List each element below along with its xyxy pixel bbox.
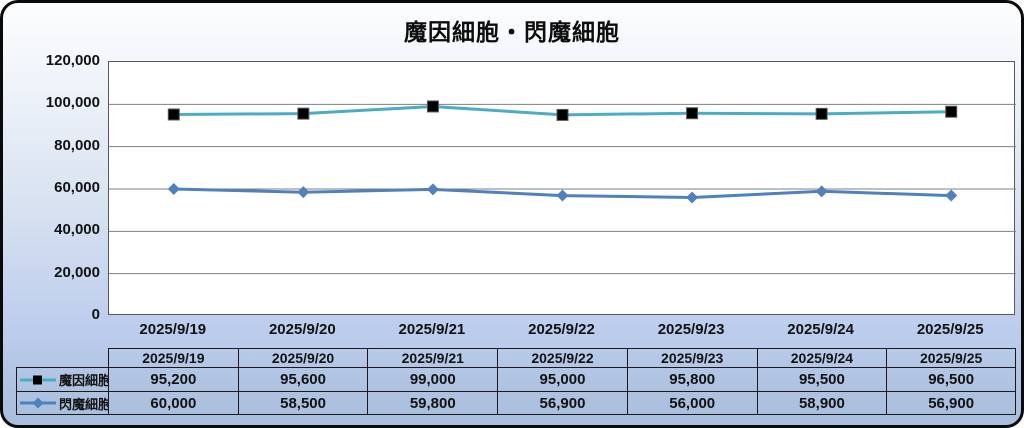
table-header-cell: 2025/9/19 bbox=[108, 348, 238, 367]
series-marker-diamond bbox=[686, 191, 699, 204]
x-axis-tick-label: 2025/9/22 bbox=[528, 321, 595, 338]
series-marker-square bbox=[815, 107, 828, 120]
table-value-cell: 95,800 bbox=[626, 367, 757, 391]
series-marker-square bbox=[167, 108, 180, 121]
table-header-cell: 2025/9/25 bbox=[886, 348, 1016, 367]
table-value-cell: 95,200 bbox=[108, 367, 238, 391]
table-corner-cell bbox=[16, 348, 108, 367]
table-header-cell: 2025/9/20 bbox=[237, 348, 368, 367]
legend-line-diamond-icon bbox=[20, 397, 56, 409]
chart-title: 魔因細胞・閃魔細胞 bbox=[404, 19, 620, 45]
table-value-cell: 95,500 bbox=[756, 367, 887, 391]
series-marker-square bbox=[556, 108, 569, 121]
x-axis-tick-label: 2025/9/25 bbox=[916, 321, 984, 338]
x-axis-tick-label: 2025/9/24 bbox=[787, 321, 854, 338]
line-chart-plot bbox=[109, 100, 1016, 275]
plot-area bbox=[108, 61, 1016, 315]
table-header-cell: 2025/9/24 bbox=[756, 348, 887, 367]
table-value-cell: 56,900 bbox=[886, 391, 1016, 415]
table-value-cell: 56,000 bbox=[626, 391, 757, 415]
x-axis-tick-label: 2025/9/20 bbox=[268, 321, 336, 338]
y-axis-tick-label: 40,000 bbox=[54, 221, 100, 239]
table-legend-cell: 魔因細胞 bbox=[16, 367, 108, 391]
y-axis-tick-label: 80,000 bbox=[54, 136, 100, 154]
y-axis-tick-label: 120,000 bbox=[45, 52, 100, 69]
series-marker-diamond bbox=[556, 189, 569, 202]
series-marker-diamond bbox=[815, 185, 828, 198]
table-header-cell: 2025/9/22 bbox=[497, 348, 627, 367]
legend-label: 閃魔細胞 bbox=[59, 396, 108, 412]
legend-line-square-icon bbox=[20, 375, 56, 384]
series-marker-square bbox=[945, 105, 958, 118]
chart-data-table: 2025/9/19 2025/9/20 2025/9/21 2025/9/22 2025… bbox=[16, 348, 1016, 415]
series-marker-diamond bbox=[426, 183, 439, 196]
x-axis-tick-label: 2025/9/21 bbox=[398, 321, 466, 338]
x-axis-tick-label: 2025/9/23 bbox=[657, 321, 725, 338]
y-axis-tick-label: 0 bbox=[91, 306, 100, 323]
series-marker-square bbox=[426, 100, 439, 113]
table-value-cell: 95,000 bbox=[497, 367, 627, 391]
table-value-cell: 60,000 bbox=[108, 391, 238, 415]
legend-label: 魔因細胞 bbox=[59, 373, 108, 388]
y-axis-tick-label: 20,000 bbox=[54, 263, 100, 281]
y-axis-tick-label: 100,000 bbox=[45, 94, 100, 112]
series-marker-diamond bbox=[167, 183, 180, 195]
table-value-cell: 56,900 bbox=[497, 391, 627, 415]
table-value-cell: 99,000 bbox=[367, 367, 498, 391]
series-marker-square bbox=[297, 107, 310, 120]
table-value-cell: 59,800 bbox=[367, 391, 498, 415]
y-axis-tick-label: 60,000 bbox=[54, 179, 100, 196]
table-value-cell: 96,500 bbox=[886, 367, 1016, 391]
series-marker-square bbox=[686, 107, 699, 120]
table-legend-cell: 閃魔細胞 bbox=[16, 391, 108, 415]
table-header-cell: 2025/9/21 bbox=[367, 348, 498, 367]
series-marker-diamond bbox=[945, 189, 958, 202]
table-value-cell: 58,500 bbox=[237, 391, 368, 415]
x-axis-tick-label: 2025/9/19 bbox=[139, 321, 207, 338]
series-marker-diamond bbox=[297, 186, 310, 199]
table-value-cell: 58,900 bbox=[756, 391, 887, 415]
table-header-cell: 2025/9/23 bbox=[626, 348, 757, 367]
table-value-cell: 95,600 bbox=[237, 367, 368, 391]
